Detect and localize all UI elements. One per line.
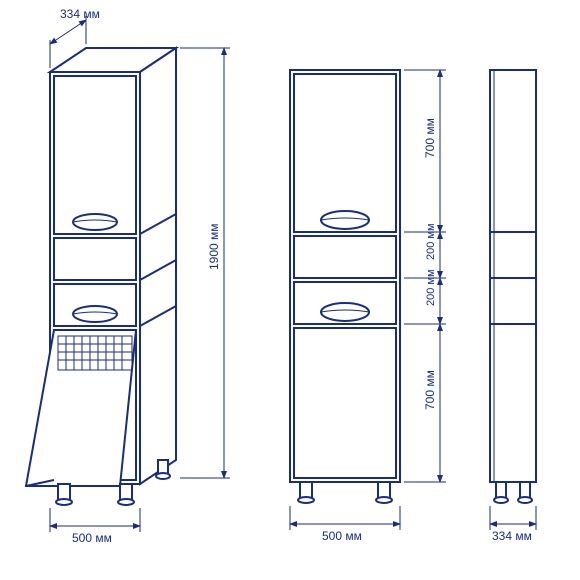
dim-label: 200 мм xyxy=(425,223,437,260)
isometric-view: 334 мм 1900 мм 500 мм xyxy=(26,7,230,545)
dim-width-front: 500 мм xyxy=(290,506,400,543)
dim-sections: 700 мм 200 мм 200 мм 700 мм xyxy=(404,70,446,482)
dim-label: 1900 мм xyxy=(207,223,221,270)
dim-label: 200 мм xyxy=(425,269,437,306)
dim-label: 500 мм xyxy=(322,529,362,543)
dim-label: 700 мм xyxy=(423,370,437,410)
dim-width-iso: 500 мм xyxy=(50,508,140,545)
front-view: 500 мм 700 мм 200 мм 200 мм 700 мм xyxy=(290,70,446,543)
side-view: 334 мм xyxy=(490,70,536,543)
dim-width-side: 334 мм xyxy=(490,506,536,543)
dim-label: 500 мм xyxy=(72,531,112,545)
dim-label: 334 мм xyxy=(492,529,532,543)
dim-label: 334 мм xyxy=(60,7,100,21)
technical-drawing: 334 мм 1900 мм 500 мм xyxy=(0,0,580,580)
dim-label: 700 мм xyxy=(423,118,437,158)
dim-height-total: 1900 мм xyxy=(180,48,230,478)
